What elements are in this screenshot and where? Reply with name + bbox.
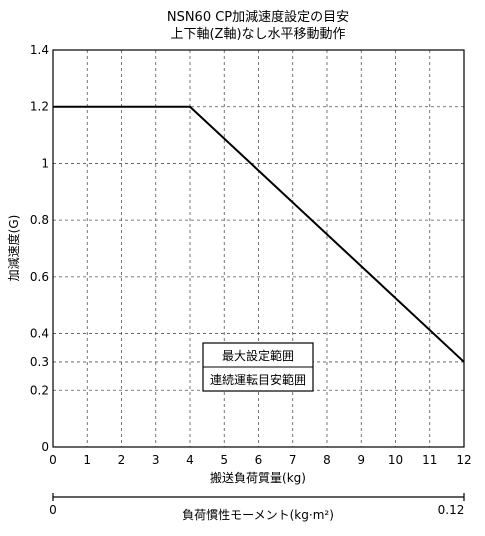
secondary-axis-start-label: 0 — [49, 503, 57, 517]
x-tick-label: 4 — [186, 453, 194, 467]
x-tick-label: 10 — [388, 453, 403, 467]
y-tick-label: 0.2 — [30, 383, 49, 397]
x-tick-label: 2 — [118, 453, 126, 467]
y-tick-label: 0.6 — [30, 270, 49, 284]
y-tick-label: 1.4 — [30, 43, 49, 57]
x-tick-label: 11 — [422, 453, 437, 467]
x-tick-label: 12 — [456, 453, 471, 467]
y-axis-label: 加減速度(G) — [6, 215, 21, 282]
x-tick-labels: 0 1 2 3 4 5 6 7 8 9 10 11 12 — [49, 453, 471, 467]
y-tick-label: 0.3 — [30, 355, 49, 369]
secondary-axis-end-label: 0.12 — [438, 503, 465, 517]
y-tick-label: 1 — [41, 156, 49, 170]
secondary-axis-label: 負荷慣性モーメント(kg·m²) — [182, 507, 334, 522]
x-tick-label: 0 — [49, 453, 57, 467]
series-group — [53, 105, 465, 363]
x-tick-label: 6 — [255, 453, 263, 467]
y-tick-labels: 0 0.2 0.3 0.4 0.6 0.8 1 1.2 1.4 — [30, 43, 49, 454]
y-tick-label: 0 — [41, 440, 49, 454]
chart-title: NSN60 CP加減速度設定の目安 — [167, 9, 349, 25]
x-tick-label: 8 — [323, 453, 331, 467]
x-tick-label: 7 — [289, 453, 297, 467]
x-tick-label: 3 — [152, 453, 160, 467]
x-axis-label: 搬送負荷質量(kg) — [210, 470, 306, 485]
y-tick-label: 0.4 — [30, 327, 49, 341]
chart-subtitle: 上下軸(Z軸)なし水平移動動作 — [170, 27, 345, 42]
legend-entry-max-setting: 最大設定範囲 — [222, 348, 294, 363]
series-line — [53, 105, 465, 363]
secondary-axis: 0 0.12 負荷慣性モーメント(kg·m²) — [49, 493, 465, 522]
plot-frame — [52, 49, 465, 448]
x-tick-label: 1 — [83, 453, 91, 467]
x-tick-label: 9 — [357, 453, 365, 467]
y-tick-label: 1.2 — [30, 100, 49, 114]
x-tick-label: 5 — [220, 453, 228, 467]
legend: 最大設定範囲 連続運転目安範囲 — [202, 342, 314, 392]
y-tick-label: 0.8 — [30, 213, 49, 227]
legend-entry-continuous-operation: 連続運転目安範囲 — [210, 372, 306, 387]
